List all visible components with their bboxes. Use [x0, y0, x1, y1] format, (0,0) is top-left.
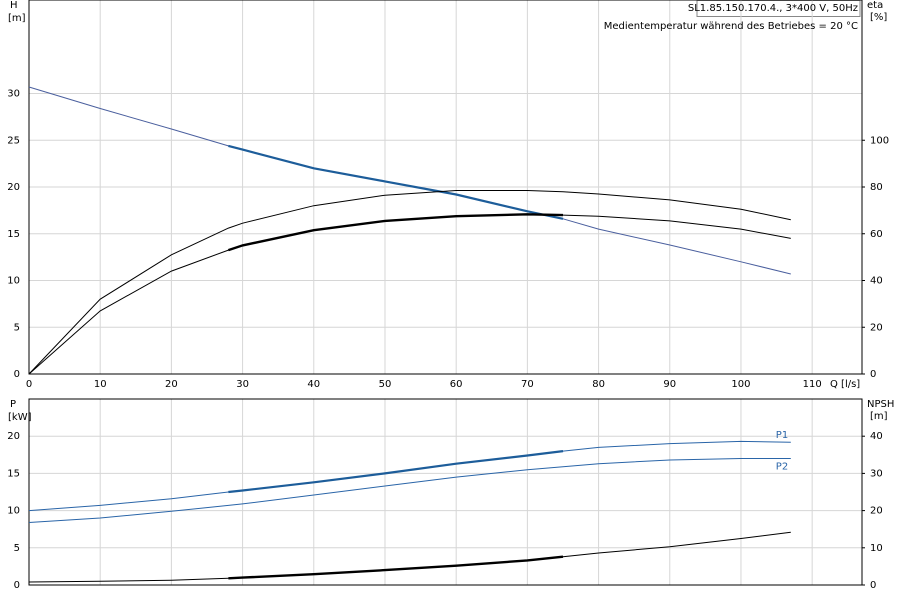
y2-axis-label: NPSH — [867, 399, 894, 410]
x-tick-label: 0 — [26, 379, 32, 390]
x-tick-label: 50 — [379, 379, 392, 390]
curve — [28, 531, 791, 583]
y-tick-label: 10 — [7, 276, 20, 287]
y-tick-label: 20 — [7, 431, 20, 442]
y2-axis-unit: [m] — [870, 411, 888, 422]
curve-label: P1 — [776, 430, 788, 441]
y-tick-label: 15 — [7, 229, 20, 240]
curve — [228, 213, 564, 252]
plot-frame — [28, 0, 863, 375]
y-tick-label: 30 — [7, 89, 20, 100]
y-tick-label: 0 — [14, 369, 20, 380]
y2-tick-label: 40 — [870, 431, 883, 442]
y2-axis-unit: [%] — [870, 12, 887, 23]
curve-label: P2 — [776, 462, 788, 473]
plot-frame — [28, 398, 863, 586]
curve — [28, 190, 791, 375]
x-tick-label: 10 — [94, 379, 107, 390]
chart-title: SL1.85.150.170.4., 3*400 V, 50Hz — [688, 3, 858, 14]
y2-tick-label: 30 — [870, 468, 883, 479]
y-tick-label: 25 — [7, 135, 20, 146]
y2-tick-label: 0 — [870, 369, 876, 380]
curve — [228, 144, 564, 220]
curve — [28, 440, 791, 512]
y-tick-label: 15 — [7, 468, 20, 479]
chart-subtitle: Medientemperatur während des Betriebes =… — [604, 21, 858, 32]
curve — [228, 555, 564, 580]
y-tick-label: 20 — [7, 182, 20, 193]
y-axis-label: H — [10, 0, 18, 11]
curve — [28, 86, 791, 275]
y-tick-label: 10 — [7, 506, 20, 517]
x-tick-label: 90 — [663, 379, 676, 390]
y-axis-unit: [kW] — [8, 412, 32, 423]
x-tick-label: 40 — [307, 379, 320, 390]
x-tick-label: 110 — [803, 379, 822, 390]
y2-tick-label: 100 — [870, 135, 889, 146]
x-tick-label: 80 — [592, 379, 605, 390]
x-axis-label: Q [l/s] — [830, 379, 860, 390]
x-tick-label: 60 — [450, 379, 463, 390]
y-axis-unit: [m] — [8, 13, 26, 24]
y2-axis-label: eta — [867, 0, 883, 11]
x-tick-label: 30 — [236, 379, 249, 390]
y2-tick-label: 80 — [870, 182, 883, 193]
x-tick-label: 100 — [731, 379, 750, 390]
x-tick-label: 20 — [165, 379, 178, 390]
x-tick-label: 70 — [521, 379, 534, 390]
y2-tick-label: 20 — [870, 506, 883, 517]
y2-tick-label: 20 — [870, 322, 883, 333]
y-axis-label: P — [10, 399, 16, 410]
y-tick-label: 5 — [14, 543, 20, 554]
y-tick-label: 0 — [14, 580, 20, 591]
curve — [28, 213, 791, 375]
curve — [28, 458, 791, 523]
y2-tick-label: 40 — [870, 276, 883, 287]
y-tick-label: 5 — [14, 322, 20, 333]
curve — [228, 450, 564, 494]
y2-tick-label: 60 — [870, 229, 883, 240]
y2-tick-label: 10 — [870, 543, 883, 554]
y2-tick-label: 0 — [870, 580, 876, 591]
